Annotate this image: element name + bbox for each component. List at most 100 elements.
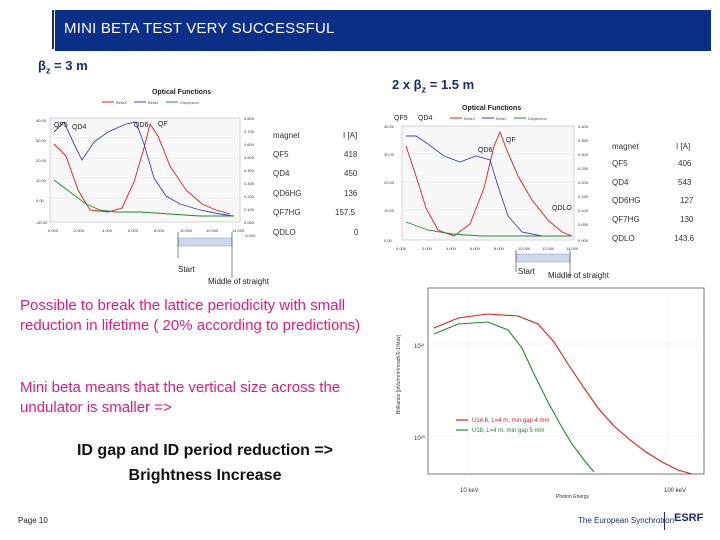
plot-left-magnet-labels: QF5 QD4 QD6 QF [54, 121, 168, 131]
plot-right-current-table: magnet I [A] QF5 406 QD4 543 QD6HG 127 QF7H… [612, 142, 695, 243]
svg-text:QD4: QD4 [612, 178, 629, 187]
svg-text:10.00: 10.00 [36, 178, 47, 183]
plot-right-start-marker [515, 253, 571, 263]
svg-text:10.000: 10.000 [518, 246, 531, 251]
svg-text:12.000: 12.000 [206, 228, 219, 233]
brightness-x-tick-1: 10 keV [460, 488, 479, 494]
svg-text:2.000: 2.000 [74, 228, 85, 233]
svg-text:418: 418 [344, 150, 358, 159]
legend-betax: BetaX [116, 100, 127, 105]
svg-text:QF5: QF5 [612, 159, 628, 168]
svg-text:BetaX: BetaX [464, 116, 475, 121]
svg-text:14.000: 14.000 [566, 246, 579, 251]
slide-title: MINI BETA TEST VERY SUCCESSFUL [64, 20, 335, 37]
svg-text:0.100: 0.100 [578, 208, 589, 213]
plot-right-frame [401, 125, 575, 241]
legend-u18: U18, L=4 m, min gap 5 mm [472, 428, 545, 434]
svg-text:406: 406 [678, 159, 692, 168]
plot-left-title: Optical Functions [152, 89, 211, 96]
svg-text:157.5: 157.5 [335, 208, 356, 217]
svg-text:QD6: QD6 [478, 147, 493, 154]
conclusion-line-1: ID gap and ID period reduction => [76, 442, 334, 459]
brightness-x-label: Photon Energy [556, 494, 590, 500]
svg-text:I [A]: I [A] [676, 142, 690, 151]
brightness-legend: U14.6, L=4 m, min gap 4 mm U18, L=4 m, m… [456, 418, 550, 434]
svg-text:0.000: 0.000 [244, 220, 255, 225]
svg-text:4.000: 4.000 [446, 246, 457, 251]
svg-text:0.700: 0.700 [244, 129, 255, 134]
svg-text:0: 0 [354, 228, 359, 237]
svg-text:0.050: 0.050 [578, 222, 589, 227]
plot-left-start-label: Start [178, 265, 196, 274]
svg-text:QD6: QD6 [134, 122, 149, 129]
plot-right-x-ticks: 0.000 2.000 4.000 6.000 8.000 10.000 12.… [396, 246, 579, 251]
svg-text:QF5: QF5 [394, 115, 408, 122]
brightness-y-tick-2: 10²⁰ [414, 435, 426, 442]
svg-text:QDLO: QDLO [552, 205, 572, 212]
svg-text:QD4: QD4 [418, 115, 433, 122]
svg-text:0.800: 0.800 [244, 116, 255, 121]
header-left-block [0, 10, 54, 49]
brightness-frame [427, 287, 705, 475]
svg-text:4.000: 4.000 [102, 228, 113, 233]
svg-text:QD4: QD4 [273, 169, 290, 178]
svg-text:136: 136 [344, 189, 358, 198]
svg-text:8.000: 8.000 [494, 246, 505, 251]
legend-dispersion: Dispersion [180, 100, 199, 105]
plot-right-magnet-labels: QF5 QD4 QD6 QF QDLO [394, 115, 572, 212]
svg-text:0.300: 0.300 [244, 181, 255, 186]
footer-separator [664, 512, 665, 530]
svg-text:QF5: QF5 [273, 150, 289, 159]
svg-text:I [A]: I [A] [343, 131, 357, 140]
brightness-x-tick-2: 100 keV [664, 488, 686, 494]
svg-text:0.400: 0.400 [244, 168, 255, 173]
svg-text:10.000: 10.000 [180, 228, 193, 233]
svg-text:-0.000: -0.000 [244, 233, 256, 238]
plot-right-y-right: 0.400 0.350 0.300 0.250 0.200 0.150 0.10… [578, 124, 589, 243]
lattice-text: Possible to break the lattice periodicit… [20, 297, 361, 334]
plot-left-y-right: 0.800 0.700 0.600 0.500 0.400 0.300 0.20… [244, 116, 256, 238]
svg-text:8.000: 8.000 [154, 228, 165, 233]
svg-text:QF7HG: QF7HG [612, 215, 640, 224]
beta-right-label: 2 x βz = 1.5 m [392, 77, 475, 95]
brightness-y-tick-1: 10²¹ [414, 344, 425, 350]
svg-text:127: 127 [680, 196, 694, 205]
svg-text:14.000: 14.000 [232, 228, 245, 233]
plot-right-y-left: 40.00 30.00 20.00 10.00 0.00 [384, 124, 395, 243]
plot-right-legend: BetaX BetaZ Dispersion [450, 116, 547, 121]
brightness-y-label: Brilliance [ph/s/mm²/mrad²/0.1%bw] [396, 334, 402, 414]
plot-left-y-left: 40.00 30.00 20.00 10.00 0.00 -40.00 [36, 118, 48, 225]
svg-text:10.00: 10.00 [384, 208, 395, 213]
svg-text:0.000: 0.000 [48, 228, 59, 233]
svg-text:QD4: QD4 [72, 124, 87, 131]
svg-text:0.500: 0.500 [244, 155, 255, 160]
title-rule [55, 49, 711, 51]
plot-left-frame [49, 117, 241, 223]
svg-text:30.00: 30.00 [384, 152, 395, 157]
svg-text:Dispersion: Dispersion [528, 116, 547, 121]
svg-text:magnet: magnet [273, 131, 300, 140]
svg-text:450: 450 [344, 169, 358, 178]
svg-text:0.300: 0.300 [578, 152, 589, 157]
svg-text:143.6: 143.6 [674, 234, 695, 243]
svg-text:0.00: 0.00 [36, 198, 45, 203]
svg-text:0.200: 0.200 [578, 180, 589, 185]
title-bar [55, 10, 711, 49]
page-number: Page 10 [18, 516, 48, 525]
svg-text:0.150: 0.150 [578, 194, 589, 199]
svg-text:QF5: QF5 [54, 122, 68, 129]
svg-text:0.250: 0.250 [578, 166, 589, 171]
curve-left-betax [53, 122, 231, 215]
svg-text:12.000: 12.000 [542, 246, 555, 251]
curve-left-betaz [53, 121, 235, 217]
svg-text:QF7HG: QF7HG [273, 208, 301, 217]
svg-text:40.00: 40.00 [384, 124, 395, 129]
curve-left-dispersion [53, 179, 234, 217]
conclusion: ID gap and ID period reduction => Bright… [50, 438, 360, 488]
esrf-logo: ESRF [674, 512, 704, 524]
svg-text:QDLO: QDLO [273, 228, 296, 237]
conclusion-line-2: Brightness Increase [128, 467, 282, 484]
svg-text:6.000: 6.000 [470, 246, 481, 251]
svg-text:magnet: magnet [612, 142, 639, 151]
svg-text:2.000: 2.000 [422, 246, 433, 251]
